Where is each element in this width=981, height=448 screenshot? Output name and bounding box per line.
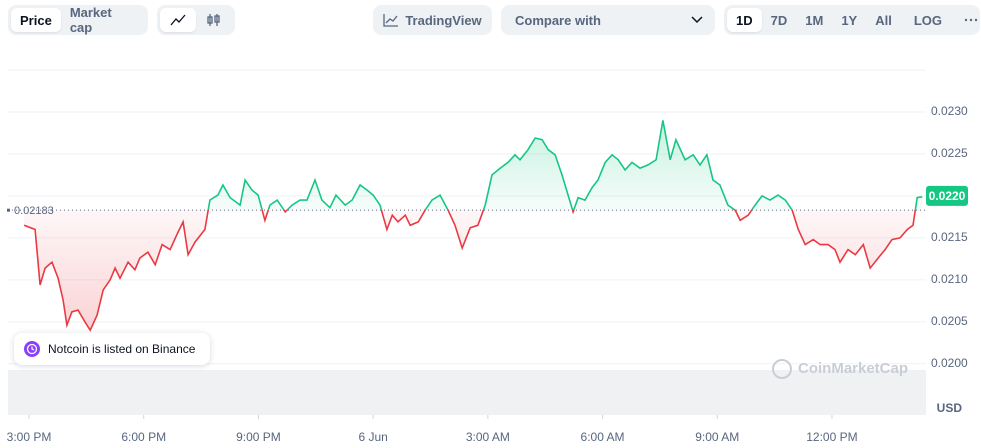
- x-tick-label: 6 Jun: [358, 430, 387, 444]
- volume-area: [8, 370, 926, 415]
- watermark: CoinMarketCap: [772, 359, 908, 379]
- baseline-label: 0.02183: [14, 205, 54, 217]
- icon: [207, 14, 220, 26]
- last-price-tag: [926, 185, 968, 206]
- icon: [170, 14, 186, 26]
- event-icon: [24, 341, 40, 357]
- watermark-text: CoinMarketCap: [798, 360, 908, 377]
- y-tick-label: 0.0200: [931, 356, 968, 370]
- icon: [383, 14, 399, 27]
- x-tick-label: 3:00 PM: [7, 430, 52, 444]
- event-annotation[interactable]: Notcoin is listed on Binance: [14, 333, 210, 365]
- view-tabs: Price Market cap: [8, 5, 148, 35]
- price-line: [23, 120, 923, 332]
- price-area: [24, 120, 923, 331]
- x-tick-label: 6:00 AM: [581, 430, 625, 444]
- baseline-marker: [7, 208, 10, 212]
- y-tick-label: 0.0215: [931, 230, 968, 244]
- range-button[interactable]: 7D: [770, 12, 788, 28]
- watermark-logo: [772, 359, 792, 379]
- range-button[interactable]: 1M: [805, 12, 824, 28]
- log-button[interactable]: LOG: [913, 12, 943, 28]
- tab[interactable]: Market cap: [69, 5, 112, 35]
- range-button[interactable]: 1D: [727, 8, 762, 32]
- range-tabs: 1D 7D 1M 1Y All LOG: [724, 5, 980, 35]
- x-tick-label: 6:00 PM: [121, 430, 166, 444]
- line-style-button[interactable]: [160, 8, 196, 32]
- y-tick-label: 0.0210: [931, 272, 968, 286]
- y-tick-label: 0.0220: [931, 188, 968, 202]
- icon: [964, 18, 978, 22]
- chart-style: [157, 5, 235, 35]
- x-tick-label: 9:00 AM: [695, 430, 739, 444]
- x-tick-label: 3:00 AM: [466, 430, 510, 444]
- label: Compare with: [515, 12, 601, 28]
- event-text: Notcoin is listed on Binance: [48, 342, 196, 356]
- y-tick-label: 0.0225: [931, 146, 968, 160]
- candle-style-button[interactable]: [196, 8, 232, 32]
- tradingview-button[interactable]: TradingView: [373, 5, 492, 35]
- range-button[interactable]: 1Y: [841, 12, 858, 28]
- y-unit: USD: [937, 401, 963, 415]
- compare-select[interactable]: Compare with: [501, 5, 715, 35]
- x-tick-label: 9:00 PM: [236, 430, 281, 444]
- more-button[interactable]: [955, 8, 981, 32]
- y-tick-label: 0.0205: [931, 314, 968, 328]
- last-price-label: 0.0220: [929, 189, 966, 203]
- chevron: [691, 16, 703, 24]
- label: TradingView: [405, 12, 482, 28]
- range-button[interactable]: All: [875, 12, 892, 28]
- x-tick-label: 12:00 PM: [806, 430, 857, 444]
- y-tick-label: 0.0230: [931, 104, 968, 118]
- tab[interactable]: Price: [11, 8, 61, 32]
